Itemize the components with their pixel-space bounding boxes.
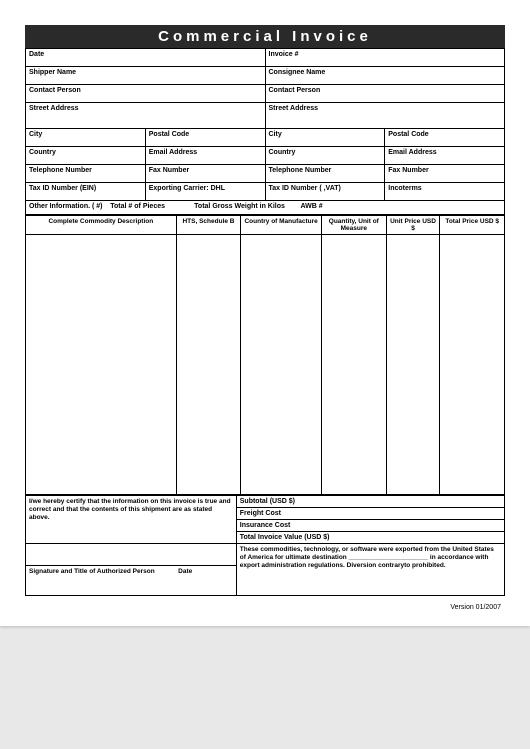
tax-right: Tax ID Number ( ,VAT) (265, 183, 385, 201)
cell-desc (26, 235, 177, 495)
export-declaration: These commodities, technology, or softwa… (236, 544, 504, 596)
cert-statement: I/we hereby certify that the information… (29, 498, 233, 521)
tel-right: Telephone Number (265, 165, 385, 183)
freight: Freight Cost (236, 508, 504, 520)
postal-left: Postal Code (145, 129, 265, 147)
cell-com (241, 235, 322, 495)
contact-left: Contact Person (26, 85, 266, 103)
total-value: Total Invoice Value (USD $) (236, 532, 504, 544)
subtotal: Subtotal (USD $) (236, 496, 504, 508)
items-table: Complete Commodity Description HTS, Sche… (25, 215, 505, 495)
version-label: Version 01/2007 (25, 596, 505, 611)
cell-total (440, 235, 505, 495)
city-left: City (26, 129, 146, 147)
title-bar: Commercial Invoice (25, 25, 505, 48)
fax-right: Fax Number (385, 165, 505, 183)
street-right: Street Address (265, 103, 505, 129)
insurance: Insurance Cost (236, 520, 504, 532)
invoice-page: Commercial Invoice Date Invoice # Shippe… (0, 0, 530, 626)
invoice-no-field: Invoice # (265, 49, 505, 67)
other-info: Other Information. ( #) Total # of Piece… (26, 201, 505, 215)
signature-blank (26, 544, 236, 566)
header-table: Date Invoice # Shipper Name Consignee Na… (25, 48, 505, 215)
col-com: Country of Manufacture (241, 216, 322, 235)
footer-table: I/we hereby certify that the information… (25, 495, 505, 596)
carrier: Exporting Carrier: DHL (145, 183, 265, 201)
signature-block: Signature and Title of Authorized Person… (26, 544, 237, 596)
consignee-name: Consignee Name (265, 67, 505, 85)
street-left: Street Address (26, 103, 266, 129)
country-left: Country (26, 147, 146, 165)
cell-unit (386, 235, 440, 495)
export-text: These commodities, technology, or softwa… (240, 546, 501, 569)
contact-right: Contact Person (265, 85, 505, 103)
email-right: Email Address (385, 147, 505, 165)
cell-qty (322, 235, 387, 495)
col-hts: HTS, Schedule B (176, 216, 241, 235)
cell-hts (176, 235, 241, 495)
fax-left: Fax Number (145, 165, 265, 183)
email-left: Email Address (145, 147, 265, 165)
col-total: Total Price USD $ (440, 216, 505, 235)
col-unit: Unit Price USD $ (386, 216, 440, 235)
postal-right: Postal Code (385, 129, 505, 147)
shipper-name: Shipper Name (26, 67, 266, 85)
col-qty: Quantity, Unit of Measure (322, 216, 387, 235)
tel-left: Telephone Number (26, 165, 146, 183)
incoterms: Incoterms (385, 183, 505, 201)
col-desc: Complete Commodity Description (26, 216, 177, 235)
signature-label: Signature and Title of Authorized Person… (26, 566, 236, 577)
tax-left: Tax ID Number (EIN) (26, 183, 146, 201)
date-field: Date (26, 49, 266, 67)
cert-text: I/we hereby certify that the information… (26, 496, 237, 544)
country-right: Country (265, 147, 385, 165)
city-right: City (265, 129, 385, 147)
